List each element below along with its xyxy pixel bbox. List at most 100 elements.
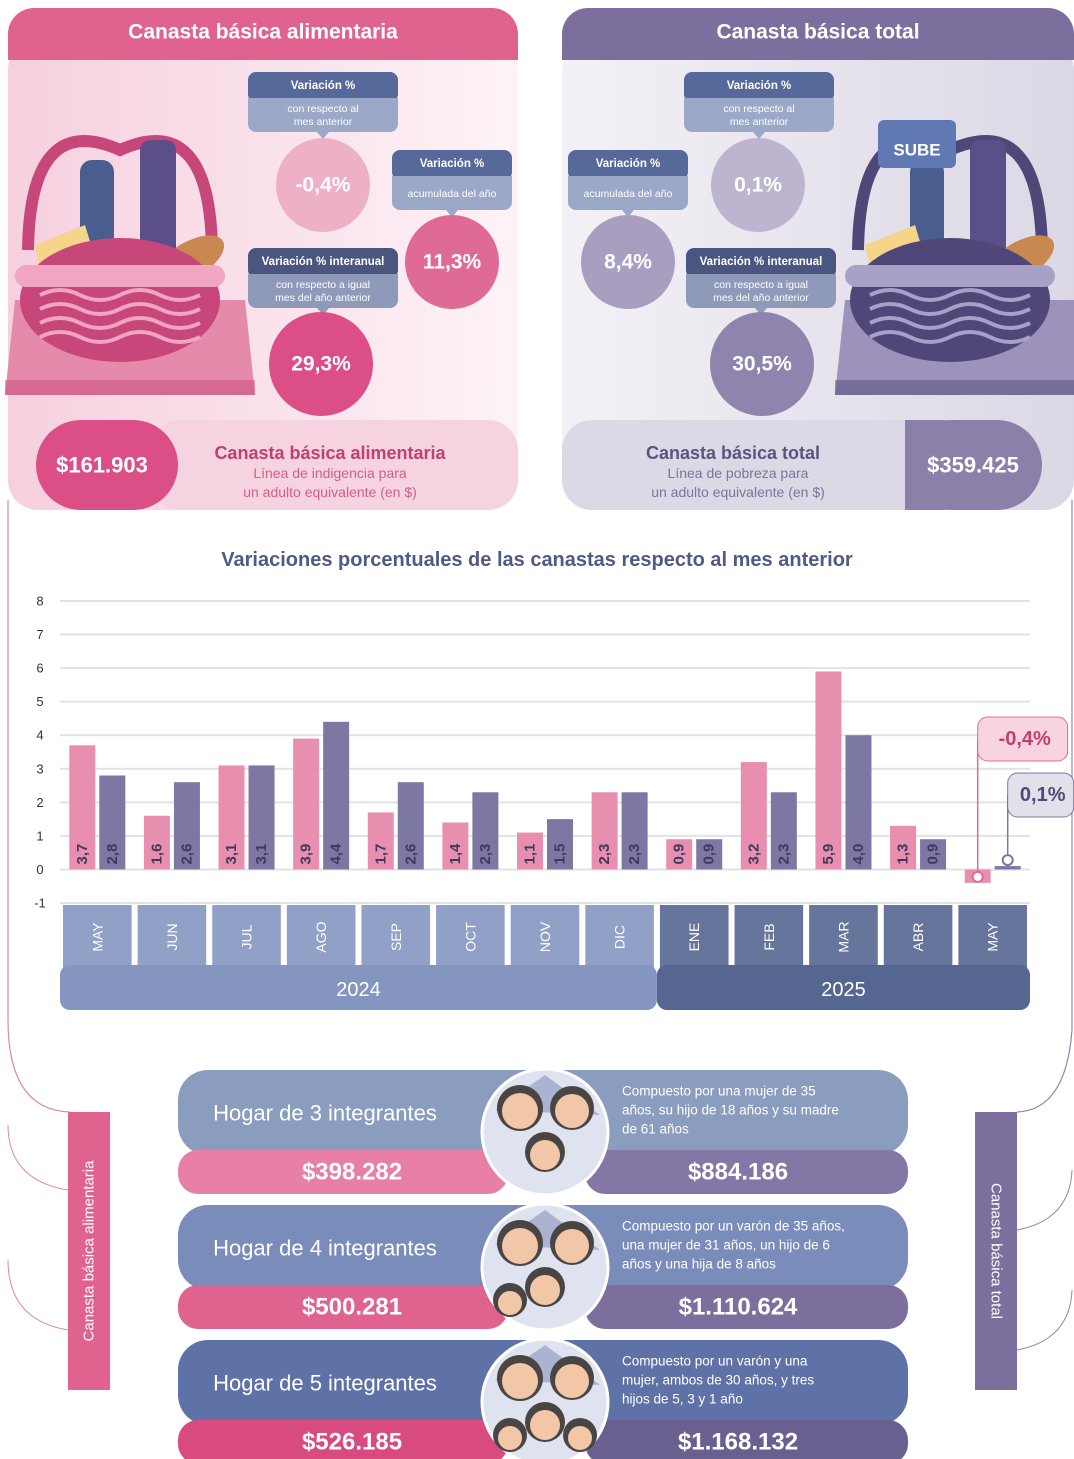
stat-label: Variación %: [596, 158, 661, 170]
stat-sub-box: [568, 176, 688, 184]
x-tick-label: MAR: [835, 921, 851, 952]
person-face: [502, 1228, 538, 1264]
household-cbt-amount: $1.110.624: [679, 1294, 798, 1321]
x-tick-label: JUN: [164, 923, 180, 950]
year-label: 2024: [336, 979, 381, 1001]
household-cbt-amount: $1.168.132: [678, 1429, 798, 1456]
value-label: 2,3: [626, 844, 643, 865]
bar: [995, 866, 1021, 869]
stat-label: Variación % interanual: [700, 256, 823, 268]
value-label: 0,9: [701, 844, 718, 865]
amount: $359.425: [927, 453, 1019, 478]
person-face: [530, 1410, 560, 1440]
stat-label: Variación % interanual: [262, 256, 385, 268]
frame-line: [8, 1125, 68, 1330]
value-label: 3,1: [253, 844, 270, 865]
basket-stand-side: [835, 380, 1074, 395]
callout-dot: [1003, 855, 1013, 865]
x-tick-label: NOV: [537, 921, 553, 952]
callout-dot: [973, 872, 983, 882]
stat-sub: acumulada del año: [584, 188, 673, 200]
stat-sub: con respecto al: [287, 103, 358, 115]
stat-sub: mes anterior: [730, 116, 789, 128]
household-desc: Compuesto por una mujer de 35: [622, 1084, 816, 1099]
person-face: [555, 1364, 589, 1398]
y-tick-label: 5: [36, 694, 43, 709]
amount-desc: Línea de pobreza para: [668, 465, 809, 481]
stat-value: 8,4%: [604, 251, 652, 274]
household-desc: años, su hijo de 18 años y su madre: [622, 1103, 839, 1118]
amount-name: Canasta básica alimentaria: [214, 443, 446, 463]
x-tick-label: DIC: [612, 925, 628, 949]
value-label: 1,3: [895, 844, 912, 865]
amount: $161.903: [56, 453, 148, 478]
value-label: 1,6: [148, 844, 165, 865]
household-desc: una mujer de 31 años, un hijo de 6: [622, 1238, 830, 1253]
bar: [815, 671, 841, 869]
stat-sub: con respecto a igual: [714, 279, 808, 291]
person-face: [568, 1426, 592, 1450]
x-tick-label: FEB: [761, 923, 777, 950]
household-desc: Compuesto por un varón y una: [622, 1354, 808, 1369]
value-label: 0,9: [925, 844, 942, 865]
value-label: 4,0: [850, 844, 867, 865]
value-label: 0,9: [671, 844, 688, 865]
stat-label: Variación %: [727, 80, 792, 92]
household-title: Hogar de 4 integrantes: [213, 1236, 437, 1261]
year-label: 2025: [821, 979, 866, 1001]
x-tick-label: AGO: [313, 921, 329, 952]
basket-top: [845, 265, 1055, 287]
panel-title: Canasta básica alimentaria: [128, 21, 398, 44]
y-tick-label: 0: [36, 862, 43, 877]
y-tick-label: -1: [34, 896, 46, 911]
x-tick-label: JUL: [239, 924, 255, 949]
panel-title: Canasta básica total: [716, 21, 919, 44]
person-face: [498, 1426, 522, 1450]
frame-line: [1017, 1170, 1072, 1350]
value-label: 3,9: [298, 844, 315, 865]
household-desc: de 61 años: [622, 1122, 689, 1137]
amount-desc: Línea de indigencia para: [253, 465, 407, 481]
stat-sub: mes del año anterior: [275, 292, 371, 304]
household-cba-amount: $526.185: [302, 1429, 402, 1456]
household-desc: Compuesto por un varón de 35 años,: [622, 1219, 845, 1234]
household-desc: años y una hija de 8 años: [622, 1257, 776, 1272]
x-tick-label: ABR: [910, 923, 926, 952]
value-label: 2,8: [104, 844, 121, 865]
stat-sub: acumulada del año: [408, 188, 497, 200]
amount-name: Canasta básica total: [646, 443, 820, 463]
value-label: 3,1: [223, 844, 240, 865]
stat-value: 11,3%: [423, 251, 482, 274]
value-label: 2,3: [596, 844, 613, 865]
side-label: Canasta básica alimentaria: [81, 1160, 98, 1342]
household-cba-amount: $398.282: [302, 1159, 402, 1186]
value-label: 1,7: [372, 844, 389, 865]
value-label: 2,3: [775, 844, 792, 865]
value-label: 2,6: [178, 844, 195, 865]
person-face: [530, 1275, 560, 1305]
y-tick-label: 6: [36, 661, 43, 676]
stat-sub-box: [392, 176, 512, 184]
sube-text: SUBE: [893, 141, 940, 160]
y-tick-label: 7: [36, 627, 43, 642]
value-label: 4,4: [328, 843, 345, 865]
value-label: 3,7: [74, 844, 91, 865]
household-title: Hogar de 5 integrantes: [213, 1371, 437, 1396]
household-desc: mujer, ambos de 30 años, y tres: [622, 1373, 814, 1388]
stat-value: 29,3%: [291, 353, 351, 376]
basket-top: [15, 265, 225, 287]
value-label: 2,3: [477, 844, 494, 865]
y-tick-label: 4: [36, 728, 43, 743]
x-tick-label: SEP: [388, 923, 404, 951]
side-label: Canasta básica total: [988, 1183, 1005, 1319]
value-label: 1,4: [447, 843, 464, 865]
value-label: 5,9: [820, 844, 837, 865]
y-tick-label: 1: [36, 828, 43, 843]
stat-label: Variación %: [291, 80, 356, 92]
value-label: 0,1%: [1020, 784, 1066, 806]
amount-desc: un adulto equivalente (en $): [243, 484, 417, 500]
stat-value: -0,4%: [296, 174, 351, 197]
stat-value: 30,5%: [732, 353, 792, 376]
value-label: 2,6: [402, 844, 419, 865]
chart-title: Variaciones porcentuales de las canastas…: [221, 549, 853, 571]
